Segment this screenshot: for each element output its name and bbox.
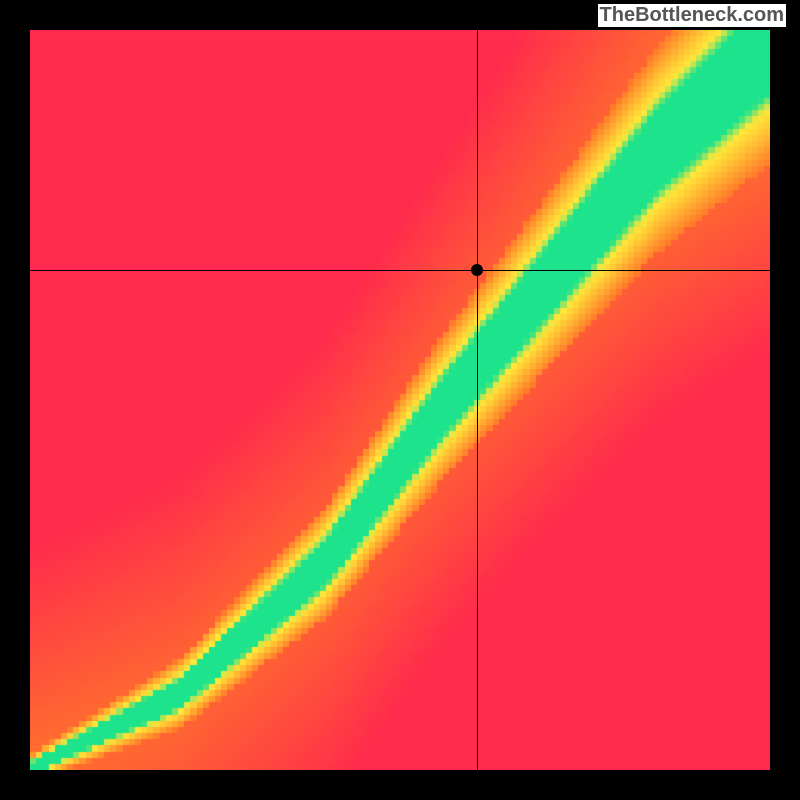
chart-container: TheBottleneck.com: [0, 0, 800, 800]
heatmap-canvas: [30, 30, 770, 770]
attribution-text: TheBottleneck.com: [598, 4, 786, 27]
marker-dot: [471, 264, 483, 276]
crosshair-horizontal: [30, 270, 770, 271]
heatmap-plot: [30, 30, 770, 770]
crosshair-vertical: [477, 30, 478, 770]
